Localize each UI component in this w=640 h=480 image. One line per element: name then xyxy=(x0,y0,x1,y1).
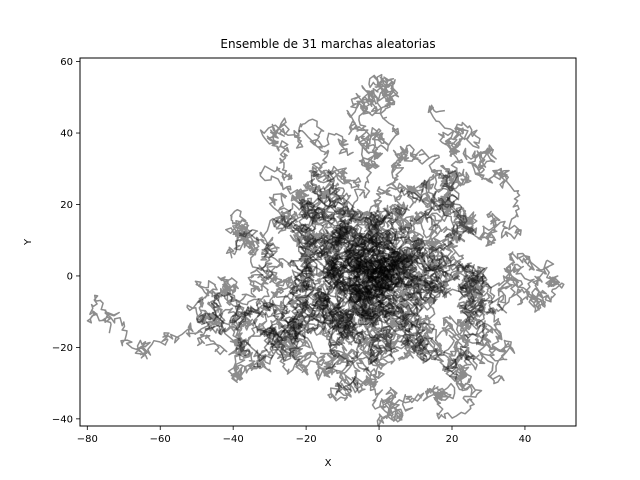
random-walk-line-1 xyxy=(259,117,385,319)
random-walk-line-17 xyxy=(339,144,460,276)
random-walk-line-8 xyxy=(376,263,516,385)
random-walk-line-30 xyxy=(352,179,439,291)
y-tick-label: −40 xyxy=(52,414,73,425)
random-walk-line-21 xyxy=(271,169,389,284)
random-walk-line-2 xyxy=(227,249,385,384)
random-walk-line-20 xyxy=(383,263,483,420)
random-walk-line-4 xyxy=(196,244,382,356)
random-walk-line-6 xyxy=(330,73,400,276)
plot-frame xyxy=(79,57,577,427)
random-walk-line-11 xyxy=(367,251,565,313)
random-walk-line-31 xyxy=(355,245,458,383)
random-walk-line-10 xyxy=(367,144,522,275)
random-walk-line-16 xyxy=(225,205,388,285)
y-axis-label: Y xyxy=(23,238,34,246)
x-axis-label: X xyxy=(325,458,332,469)
random-walk-line-9 xyxy=(350,274,425,426)
y-tick-label: 60 xyxy=(60,57,73,68)
random-walk-line-13 xyxy=(194,250,375,324)
x-axis-ticks: −80 −60 −40 −20 0 20 40 xyxy=(77,426,532,445)
random-walk-line-25 xyxy=(298,178,395,300)
y-tick-label: 40 xyxy=(60,129,73,140)
y-tick-label: −20 xyxy=(52,343,73,354)
random-walk-line-24 xyxy=(325,276,401,394)
random-walk-line-18 xyxy=(378,245,508,315)
random-walk-line-5 xyxy=(297,118,389,282)
random-walk-line-29 xyxy=(233,202,379,321)
random-walk-line-19 xyxy=(250,270,387,375)
random-walk-line-28 xyxy=(353,250,452,317)
random-walk-line-7 xyxy=(343,104,481,281)
x-tick-label: −60 xyxy=(150,434,171,445)
random-walk-line-23 xyxy=(207,244,388,363)
random-walk-line-26 xyxy=(376,193,478,280)
random-walk-line-12 xyxy=(370,274,486,371)
random-walk-line-22 xyxy=(341,225,487,303)
chart-title: Ensemble de 31 marchas aleatorias xyxy=(220,37,435,51)
y-axis-ticks: −40 −20 0 20 40 60 xyxy=(52,57,80,425)
x-tick-label: −40 xyxy=(223,434,244,445)
random-walk-line-3 xyxy=(86,273,401,360)
y-tick-label: 20 xyxy=(60,200,73,211)
random-walk-line-27 xyxy=(290,255,403,366)
random-walk-line-15 xyxy=(269,273,395,349)
x-tick-label: 20 xyxy=(446,434,459,445)
x-tick-label: −80 xyxy=(77,434,98,445)
x-tick-label: 0 xyxy=(376,434,382,445)
random-walk-series-group xyxy=(86,73,565,426)
random-walk-line-14 xyxy=(265,266,389,402)
x-tick-label: 40 xyxy=(519,434,532,445)
y-tick-label: 0 xyxy=(67,271,73,282)
x-tick-label: −20 xyxy=(296,434,317,445)
